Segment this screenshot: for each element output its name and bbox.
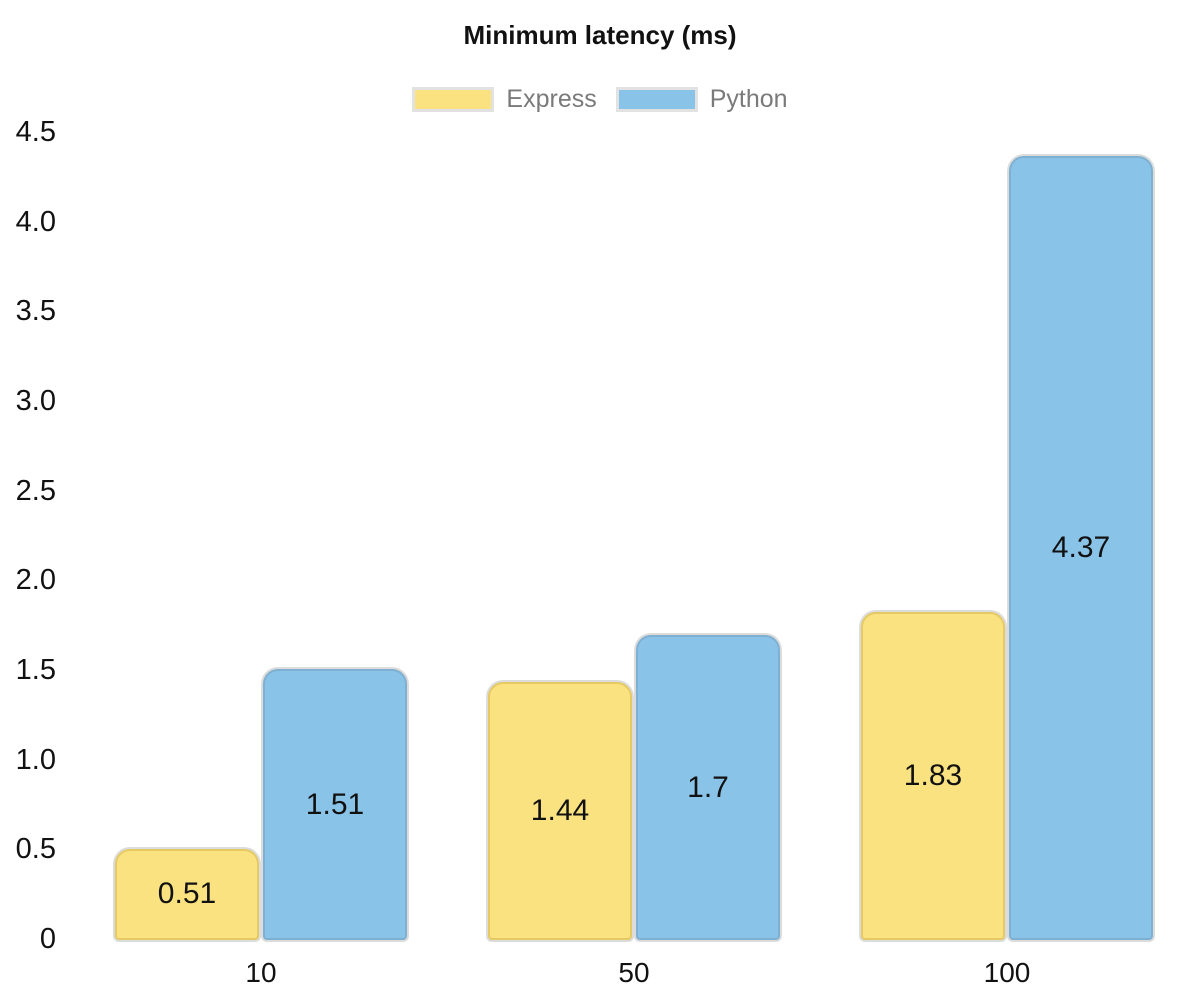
bar-python-100: 4.37 — [1009, 156, 1153, 940]
bar-value-label: 1.7 — [687, 770, 729, 804]
bar-value-label: 1.51 — [305, 787, 365, 821]
y-tick-label: 1.0 — [15, 743, 56, 776]
y-tick-label: 0 — [39, 922, 56, 955]
bar-express-100: 1.83 — [861, 611, 1005, 940]
y-tick-label: 0.5 — [15, 833, 56, 866]
x-tick-label: 10 — [245, 957, 277, 988]
x-tick-label: 100 — [983, 957, 1031, 988]
bar-express-50: 1.44 — [488, 681, 632, 940]
legend-item-express[interactable]: Express — [412, 85, 597, 114]
bar-python-10: 1.51 — [263, 669, 407, 940]
y-tick-label: 4.5 — [15, 115, 56, 148]
y-tick-label: 3.0 — [15, 384, 56, 417]
chart-title: Minimum latency (ms) — [463, 20, 737, 50]
y-tick-label: 4.0 — [15, 205, 56, 238]
legend-label-python: Python — [709, 85, 788, 113]
legend-label-express: Express — [506, 85, 597, 113]
y-tick-label: 1.5 — [15, 653, 56, 686]
bar-value-label: 1.83 — [903, 758, 963, 792]
x-tick-label: 50 — [618, 957, 650, 988]
legend-item-python[interactable]: Python — [615, 85, 788, 114]
bar-python-50: 1.7 — [636, 635, 780, 940]
bar-value-label: 1.44 — [530, 793, 590, 827]
y-tick-label: 3.5 — [15, 295, 56, 328]
legend-swatch-python — [615, 87, 698, 112]
bar-express-10: 0.51 — [115, 848, 259, 940]
bar-value-label: 4.37 — [1051, 531, 1111, 565]
y-tick-label: 2.5 — [15, 474, 56, 507]
legend: Express Python — [0, 85, 1200, 114]
y-tick-label: 2.0 — [15, 564, 56, 597]
bar-value-label: 0.51 — [157, 877, 217, 911]
legend-swatch-express — [412, 87, 495, 112]
